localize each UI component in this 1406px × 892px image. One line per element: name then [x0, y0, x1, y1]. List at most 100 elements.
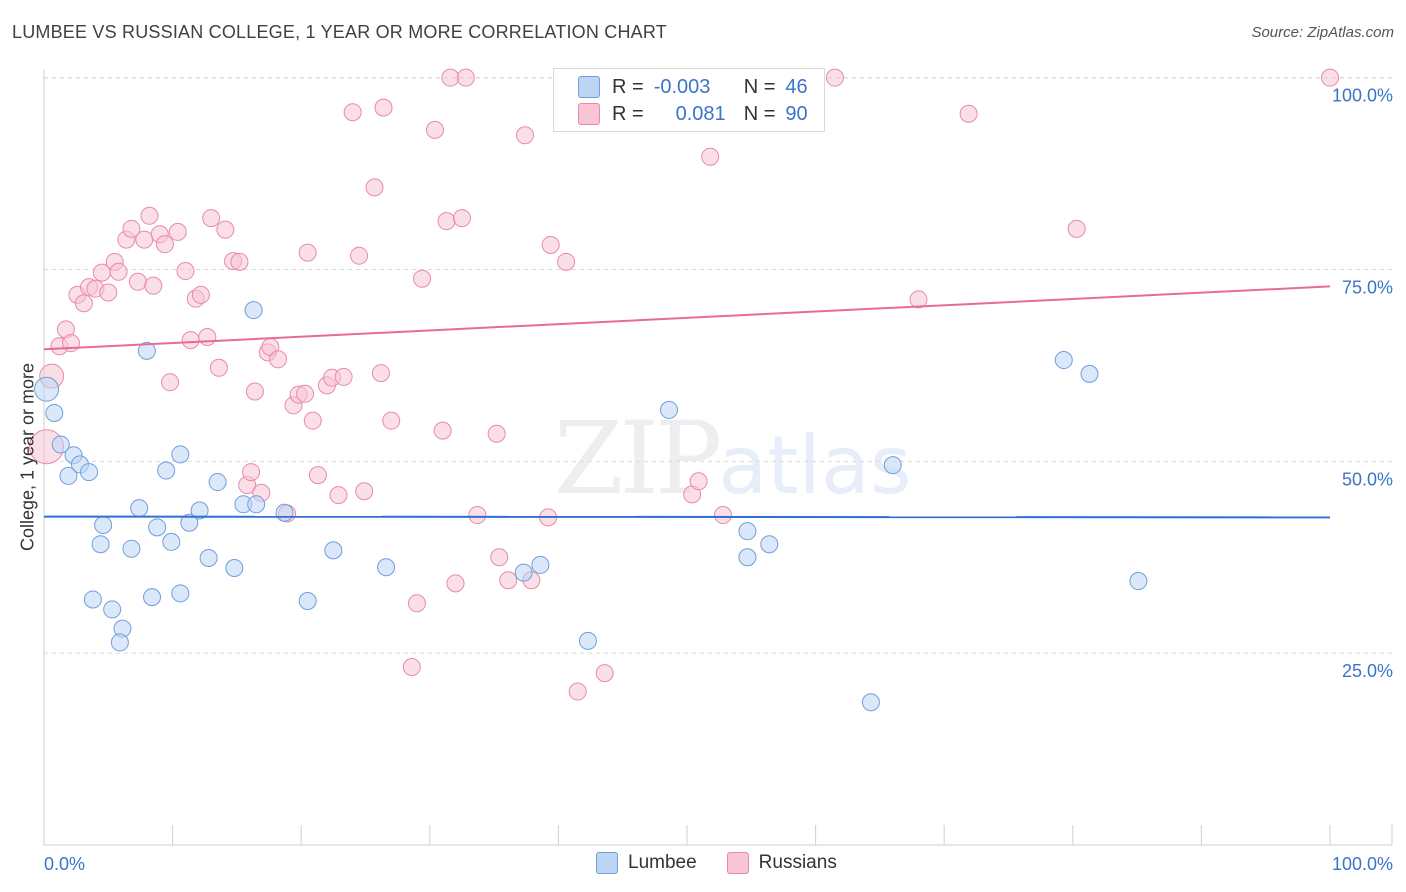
russians-point — [909, 290, 928, 309]
russians-point — [595, 664, 614, 683]
y-tick-label: 75.0% — [1342, 278, 1393, 298]
legend-box: R = -0.003 N = 46 R = 0.081 N = 90 — [553, 68, 825, 132]
russians-point — [128, 272, 147, 291]
lumbee-point — [659, 400, 678, 419]
lumbee-point — [578, 631, 597, 650]
y-axis-label: College, 1 year or more — [17, 362, 38, 552]
lumbee-point — [122, 539, 141, 558]
russians-point — [245, 382, 264, 401]
lumbee-point — [94, 516, 113, 535]
lumbee-point — [514, 563, 533, 582]
russians-point — [216, 220, 235, 239]
lumbee-point — [148, 518, 167, 537]
russians-point — [329, 486, 348, 505]
russians-point — [541, 235, 560, 254]
lumbee-point — [91, 535, 110, 554]
lumbee-n-value: 46 — [785, 75, 808, 98]
lumbee-r-value: -0.003 — [653, 75, 711, 98]
russians-point — [303, 411, 322, 430]
lumbee-point — [137, 341, 156, 360]
bottom-legend-lumbee[interactable]: Lumbee — [596, 852, 697, 874]
russians-point — [155, 235, 174, 254]
russians-point — [296, 384, 315, 403]
russians-point — [701, 147, 720, 166]
russians-point — [441, 68, 460, 87]
lumbee-point — [738, 522, 757, 541]
lumbee-point — [861, 693, 880, 712]
bottom-legend-russians[interactable]: Russians — [726, 852, 837, 874]
russians-point — [181, 331, 200, 350]
chart-title: LUMBEE VS RUSSIAN COLLEGE, 1 YEAR OR MOR… — [12, 22, 667, 42]
bottom-russians-label: Russians — [758, 852, 837, 873]
lumbee-point — [225, 558, 244, 577]
russians-point — [374, 98, 393, 117]
russians-point — [689, 472, 708, 491]
lumbee-point — [130, 499, 149, 518]
lumbee-point — [883, 456, 902, 475]
russians-point — [433, 421, 452, 440]
lumbee-n-label: N = — [743, 75, 776, 98]
russians-point — [407, 594, 426, 613]
y-tick-label: 50.0% — [1342, 469, 1393, 489]
lumbee-point — [208, 473, 227, 492]
lumbee-point — [83, 590, 102, 609]
russians-point — [144, 276, 163, 295]
russians-n-label: N = — [743, 102, 776, 125]
russians-point — [499, 571, 518, 590]
bottom-legend: Lumbee Russians — [596, 852, 867, 874]
x-tick-label: 0.0% — [44, 854, 85, 874]
russians-point — [334, 367, 353, 386]
lumbee-point — [34, 376, 60, 402]
lumbee-point — [157, 461, 176, 480]
russians-point — [425, 120, 444, 139]
russians-point — [1321, 68, 1339, 87]
lumbee-point — [1080, 364, 1099, 383]
lumbee-point — [760, 535, 779, 554]
lumbee-swatch — [578, 76, 600, 98]
lumbee-point — [275, 503, 294, 522]
russians-point — [402, 657, 421, 676]
lumbee-point — [45, 403, 64, 422]
russians-point — [365, 178, 384, 197]
lumbee-trend-line — [43, 515, 1331, 519]
lumbee-point — [51, 435, 70, 454]
lumbee-point — [171, 445, 190, 464]
russians-point — [176, 262, 195, 281]
lumbee-point — [738, 548, 757, 567]
russians-point — [308, 466, 327, 485]
lumbee-point — [324, 541, 343, 560]
russians-point — [202, 209, 221, 228]
russians-point — [122, 219, 141, 238]
russians-point — [161, 373, 180, 392]
lumbee-point — [531, 555, 550, 574]
russians-r-label: R = — [612, 102, 644, 125]
russians-point — [487, 424, 506, 443]
russians-point — [490, 548, 509, 567]
russians-point — [140, 206, 159, 225]
russians-point — [355, 482, 374, 501]
lumbee-point — [199, 549, 218, 568]
russians-trend-line — [43, 285, 1331, 351]
legend-row-russians: R = 0.081 N = 90 — [578, 101, 808, 127]
russians-point — [446, 574, 465, 593]
russians-point — [191, 285, 210, 304]
lumbee-r-label: R = — [612, 75, 644, 98]
lumbee-point — [162, 532, 181, 551]
bottom-lumbee-swatch — [596, 852, 618, 874]
russians-point — [437, 212, 456, 231]
x-tick-label: 100.0% — [1332, 854, 1393, 874]
russians-point — [515, 126, 534, 145]
russians-n-value: 90 — [785, 102, 808, 125]
bottom-russians-swatch — [726, 852, 749, 874]
russians-point — [371, 364, 390, 383]
russians-point — [825, 68, 844, 87]
russians-r-value: 0.081 — [675, 102, 726, 125]
russians-point — [74, 294, 93, 313]
russians-point — [343, 103, 362, 122]
y-tick-label: 25.0% — [1342, 661, 1393, 681]
source-credit: Source: ZipAtlas.com — [1251, 24, 1394, 41]
russians-point — [109, 262, 128, 281]
lumbee-point — [298, 591, 317, 610]
lumbee-point — [377, 558, 396, 577]
russians-point — [468, 506, 487, 525]
